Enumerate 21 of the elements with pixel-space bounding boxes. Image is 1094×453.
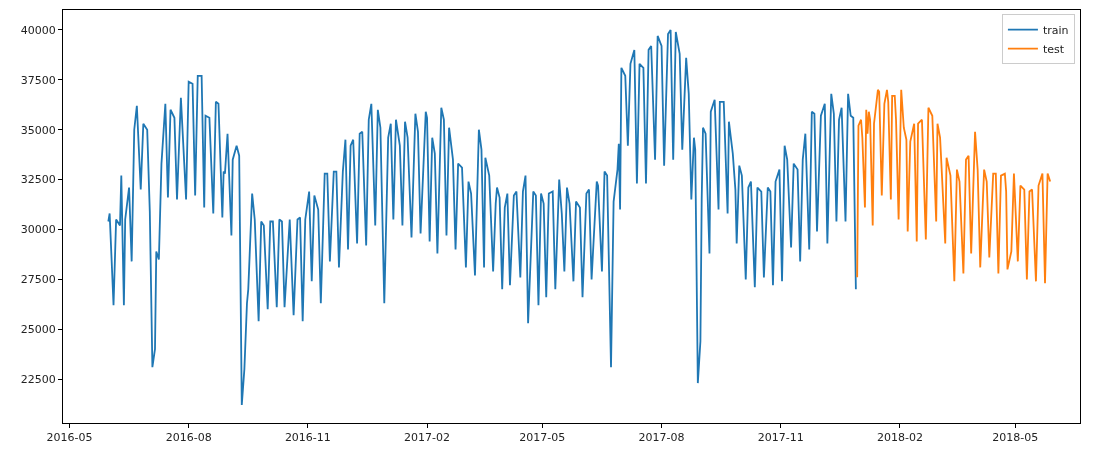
legend-label: train: [1042, 23, 1069, 37]
line-series: [107, 29, 857, 406]
x-tick-label: 2016-05: [46, 431, 93, 445]
y-tick-label: 35000: [20, 123, 56, 137]
line-series: [856, 88, 1052, 285]
y-tick-label: 32500: [20, 173, 56, 187]
x-tick-label: 2017-11: [757, 431, 804, 445]
x-tick-label: 2018-02: [876, 431, 923, 445]
y-tick-label: 22500: [20, 372, 56, 386]
x-tick-label: 2017-02: [404, 431, 451, 445]
y-tick-label: 30000: [20, 223, 56, 237]
x-tick-label: 2017-05: [519, 431, 566, 445]
y-tick-label: 40000: [20, 23, 56, 37]
legend-label: test: [1042, 42, 1065, 56]
y-tick-label: 25000: [20, 323, 56, 337]
y-tick-label: 37500: [20, 73, 56, 87]
x-tick-label: 2016-08: [165, 431, 212, 445]
x-tick-label: 2017-08: [638, 431, 685, 445]
x-tick-label: 2016-11: [284, 431, 331, 445]
y-tick-label: 27500: [20, 273, 56, 287]
x-tick-label: 2018-05: [992, 431, 1039, 445]
